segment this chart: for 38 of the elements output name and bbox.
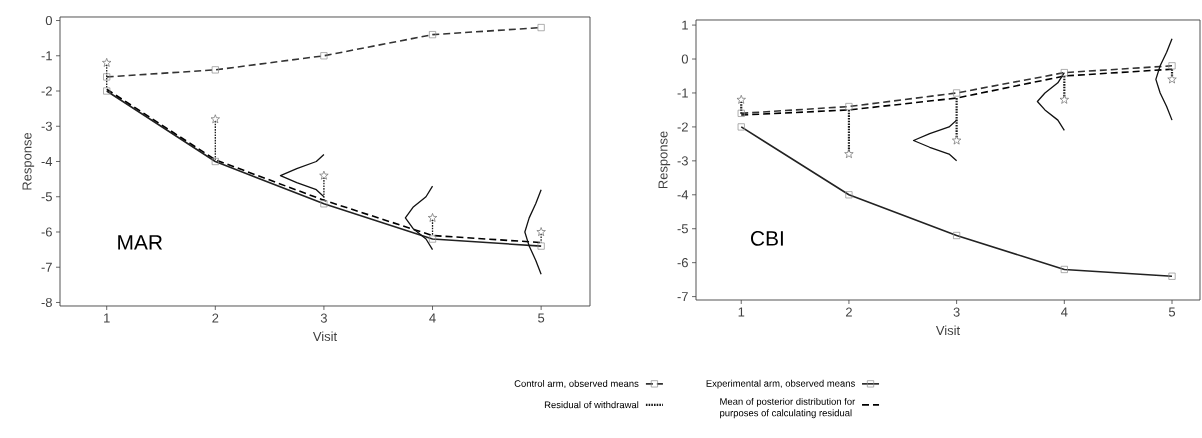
y-tick-label: -4	[41, 157, 53, 166]
x-tick-label: 3	[320, 313, 327, 323]
y-tick-label: 0	[45, 15, 52, 26]
y-axis-title: Response	[22, 132, 35, 190]
y-tick-label: -1	[41, 51, 52, 61]
y-tick-label: -2	[41, 86, 52, 96]
x-tick-label: 3	[953, 307, 960, 317]
y-tick-label: -1	[677, 88, 688, 98]
y-tick-label: -7	[41, 262, 52, 272]
x-tick-label: 5	[1168, 307, 1176, 317]
y-tick-label: -4	[677, 190, 689, 200]
y-tick-label: -7	[677, 292, 688, 302]
y-tick-label: 1	[682, 20, 688, 30]
y-tick-label: -3	[41, 121, 52, 131]
y-tick-label: -6	[677, 258, 688, 268]
x-axis-title: Visit	[312, 331, 338, 342]
y-tick-label: -6	[41, 227, 52, 237]
x-tick-label: 4	[1061, 307, 1068, 317]
y-tick-label: -2	[677, 122, 688, 132]
y-tick-label: -5	[677, 224, 688, 234]
y-tick-label: -5	[41, 192, 52, 202]
x-tick-label: 2	[845, 307, 852, 317]
x-tick-label: 1	[738, 307, 745, 317]
annotation: MAR	[118, 235, 163, 250]
y-tick-label: -8	[41, 297, 52, 308]
y-tick-label: 0	[681, 54, 688, 64]
y-tick-label: -3	[677, 156, 688, 166]
x-tick-label: 1	[104, 313, 110, 323]
legend-label: Experimental arm, observed means	[706, 379, 855, 389]
x-axis-title: Visit	[935, 325, 961, 336]
x-tick-label: 2	[212, 313, 219, 323]
legend-label: Residual of withdrawal	[544, 401, 639, 409]
x-tick-label: 4	[429, 313, 436, 323]
y-axis-title: Response	[658, 131, 671, 189]
legend-label: Control arm, observed means	[514, 379, 639, 389]
legend-label: Mean of posterior distribution for purposes of calculating residual	[720, 397, 856, 419]
x-tick-label: 5	[538, 313, 545, 323]
annotation: CBI	[750, 230, 783, 246]
